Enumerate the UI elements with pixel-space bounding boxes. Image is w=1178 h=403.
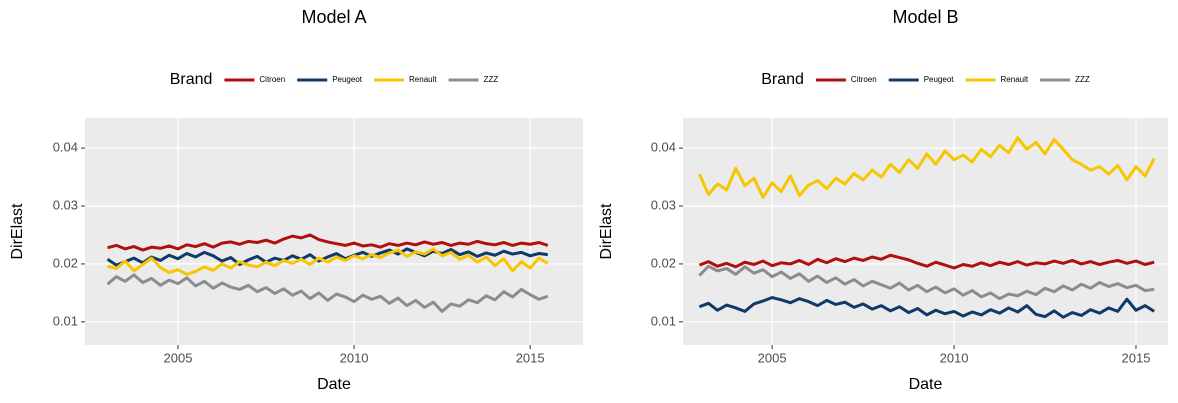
x-tick-label: 2015 xyxy=(1122,350,1151,365)
series-line xyxy=(107,233,549,252)
x-tick-label: 2010 xyxy=(340,350,369,365)
legend-label: Renault xyxy=(409,75,437,84)
y-tick-label: 0.03 xyxy=(53,197,78,212)
series-line xyxy=(106,273,549,313)
y-tick-label: 0.04 xyxy=(651,140,676,155)
y-axis-label: DirElast xyxy=(598,203,615,260)
legend-title: Brand xyxy=(761,71,804,88)
panel: Model B 0.01 0.02 0.03 0.04 2005 2010 2015 Date D… xyxy=(598,7,1168,393)
x-tick-label: 2010 xyxy=(940,350,969,365)
y-tick-label: 0.02 xyxy=(651,255,676,270)
chart-title: Model B xyxy=(892,7,958,27)
y-axis-label: DirElast xyxy=(9,203,26,260)
y-tick-label: 0.04 xyxy=(53,140,78,155)
x-tick-label: 2005 xyxy=(164,350,193,365)
legend-label: Citroen xyxy=(851,75,877,84)
x-tick-label: 2005 xyxy=(758,350,787,365)
legend-label: Citroen xyxy=(259,75,285,84)
legend-label: ZZZ xyxy=(1075,75,1090,84)
x-axis-label: Date xyxy=(317,376,351,393)
series-line xyxy=(698,264,1155,301)
legend-label: Renault xyxy=(1001,75,1029,84)
legend-label: ZZZ xyxy=(484,75,499,84)
y-tick-label: 0.03 xyxy=(651,197,676,212)
panel: Model A 0.01 0.02 0.03 0.04 2005 2010 2015 Date D… xyxy=(9,7,583,393)
series-line xyxy=(698,136,1156,199)
series-line xyxy=(107,247,549,276)
series-line xyxy=(698,253,1155,270)
series-line xyxy=(698,296,1155,319)
y-tick-label: 0.02 xyxy=(53,255,78,270)
legend: Brand Citroen Peugeot Renault ZZZ xyxy=(170,71,499,88)
y-tick-label: 0.01 xyxy=(651,313,676,328)
x-tick-label: 2015 xyxy=(516,350,545,365)
chart-title: Model A xyxy=(301,7,366,27)
legend: Brand Citroen Peugeot Renault ZZZ xyxy=(761,71,1090,88)
y-tick-label: 0.01 xyxy=(53,313,78,328)
x-axis-label: Date xyxy=(909,376,943,393)
series-line xyxy=(106,247,548,267)
legend-label: Peugeot xyxy=(332,75,363,84)
legend-title: Brand xyxy=(170,71,213,88)
plot-background xyxy=(85,118,583,345)
legend-label: Peugeot xyxy=(924,75,955,84)
